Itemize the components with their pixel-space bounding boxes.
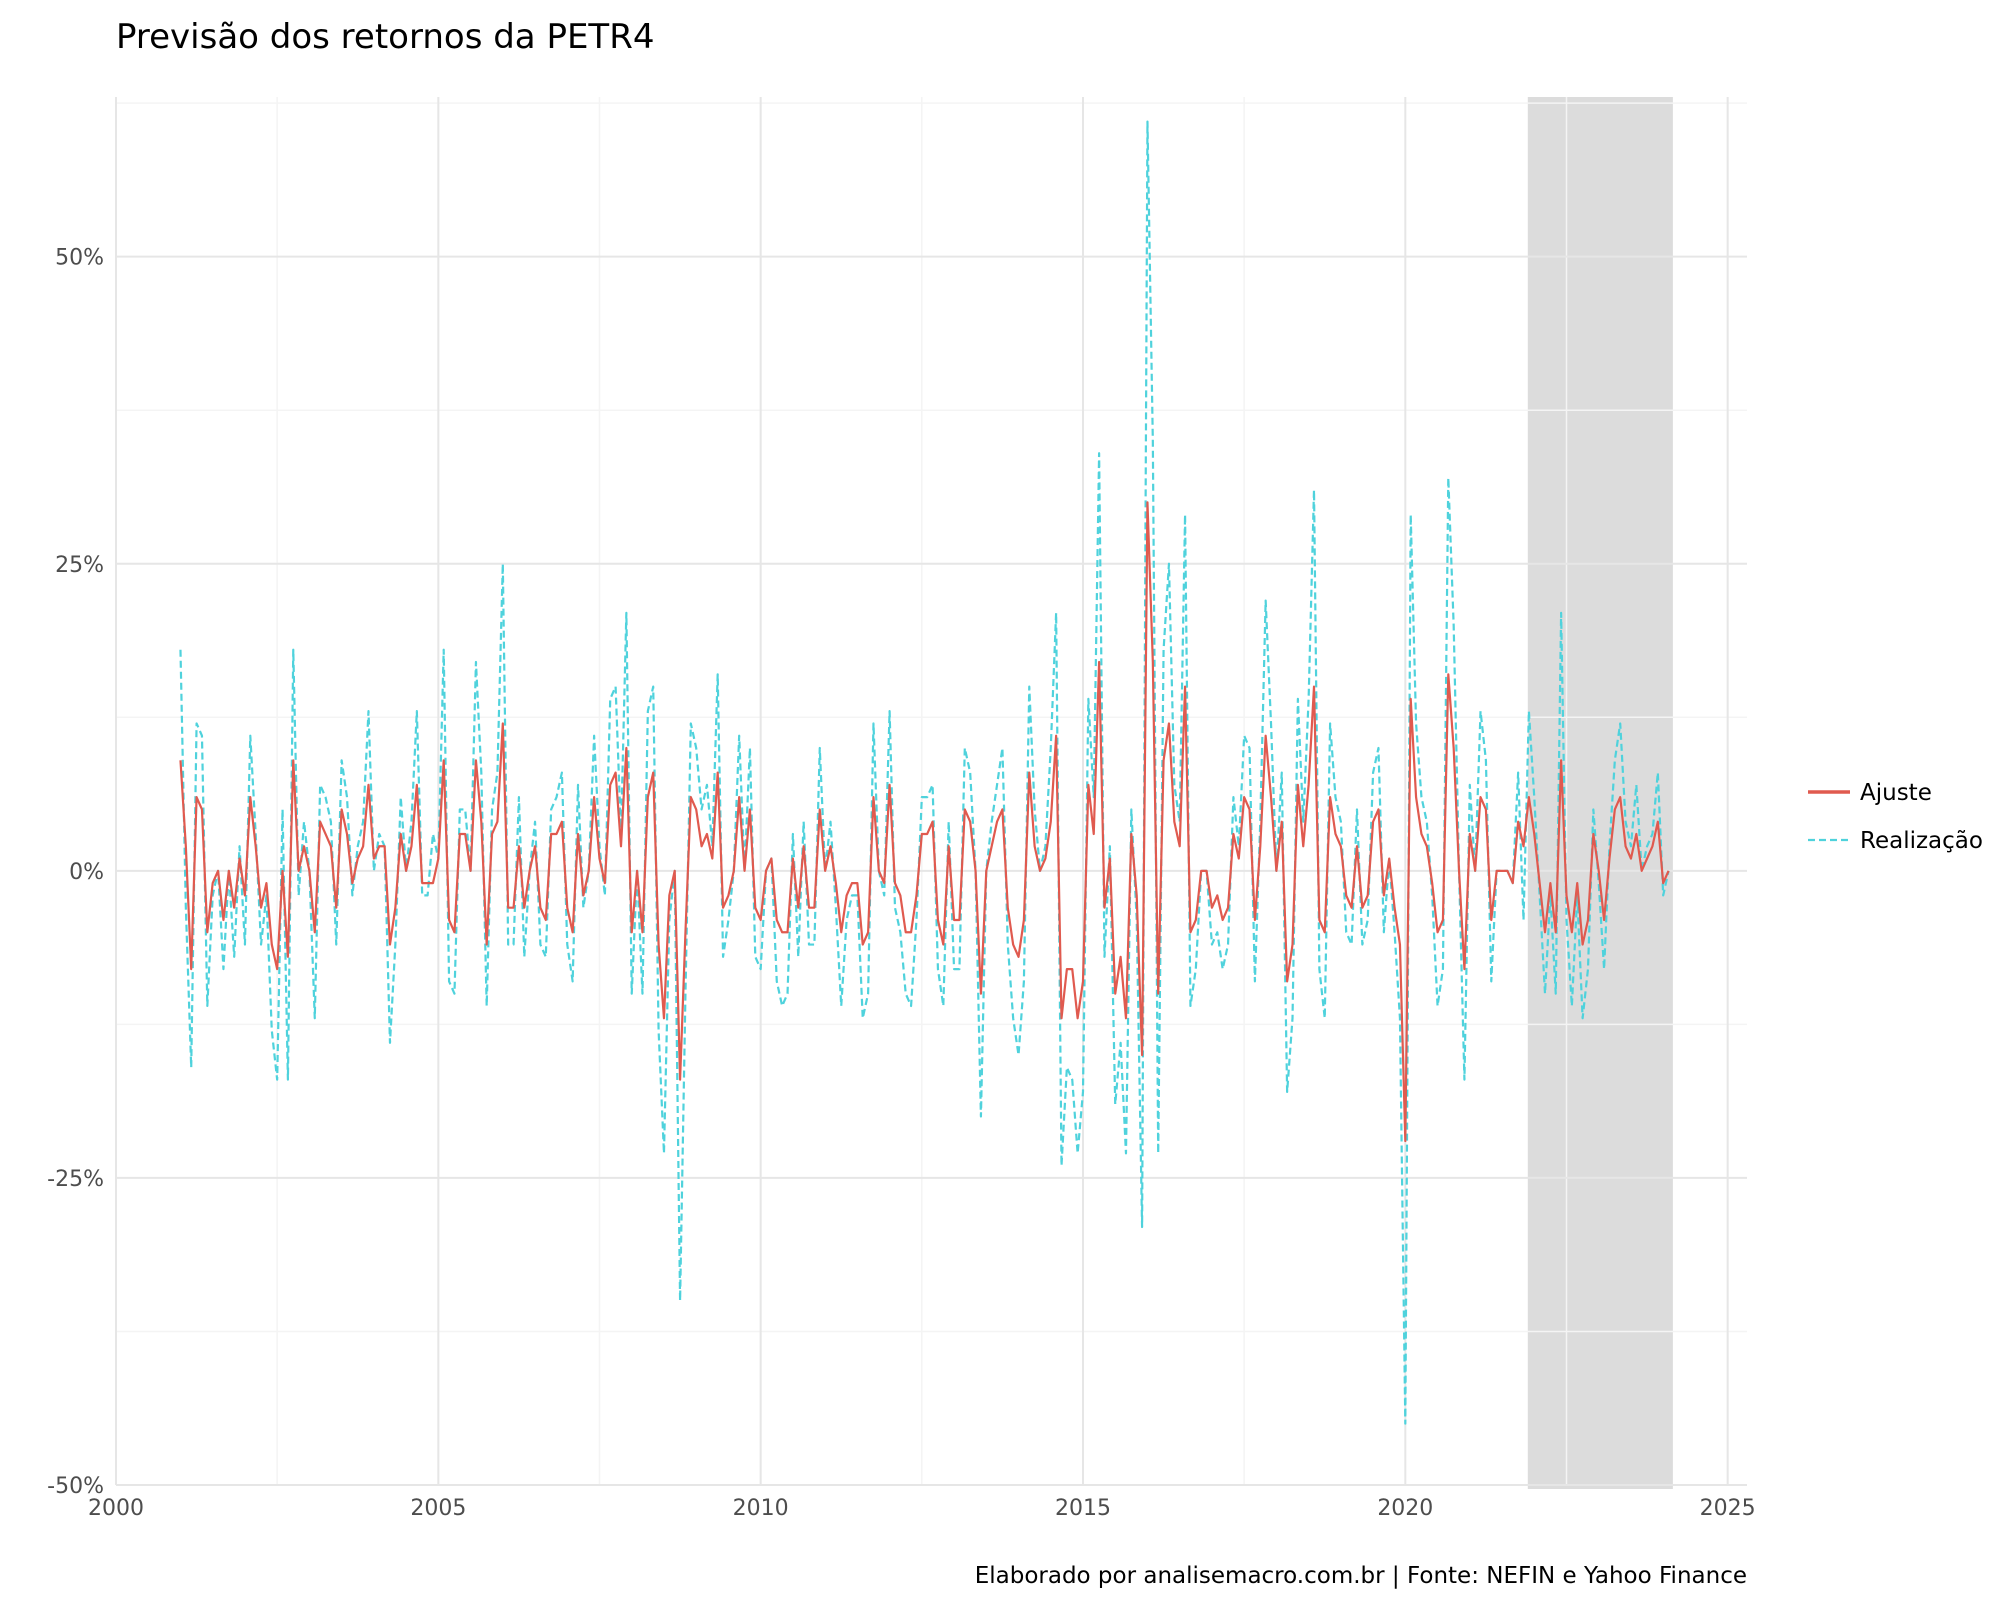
y-tick-label: 50% xyxy=(55,246,104,271)
y-tick-label: 0% xyxy=(69,860,104,885)
legend: Ajuste Realização xyxy=(1808,780,1983,854)
y-tick-label: -25% xyxy=(47,1167,104,1192)
chart-title: Previsão dos retornos da PETR4 xyxy=(116,17,654,57)
chart-caption: Elaborado por analisemacro.com.br | Font… xyxy=(975,1563,1747,1589)
x-tick-label: 2010 xyxy=(733,1496,789,1521)
y-axis-tick-labels: -50% -25% 0% 25% 50% xyxy=(47,246,104,1499)
series-line-ajuste xyxy=(179,501,1670,1143)
y-tick-label: 25% xyxy=(55,553,104,578)
x-tick-label: 2020 xyxy=(1377,1496,1433,1521)
series-line-realizacao xyxy=(179,120,1670,1425)
legend-label-ajuste: Ajuste xyxy=(1860,780,1932,806)
y-tick-label: -50% xyxy=(47,1474,104,1499)
x-tick-label: 2000 xyxy=(88,1496,144,1521)
major-gridlines xyxy=(115,97,1747,1486)
legend-label-realizacao: Realização xyxy=(1860,828,1983,854)
x-tick-label: 2025 xyxy=(1700,1496,1756,1521)
x-tick-label: 2015 xyxy=(1055,1496,1111,1521)
minor-gridlines xyxy=(116,97,1747,1485)
x-axis-tick-labels: 2000 2005 2010 2015 2020 2025 xyxy=(88,1496,1756,1521)
x-tick-label: 2005 xyxy=(410,1496,466,1521)
series-lines xyxy=(179,120,1670,1425)
forecast-shaded-region xyxy=(1527,97,1673,1489)
